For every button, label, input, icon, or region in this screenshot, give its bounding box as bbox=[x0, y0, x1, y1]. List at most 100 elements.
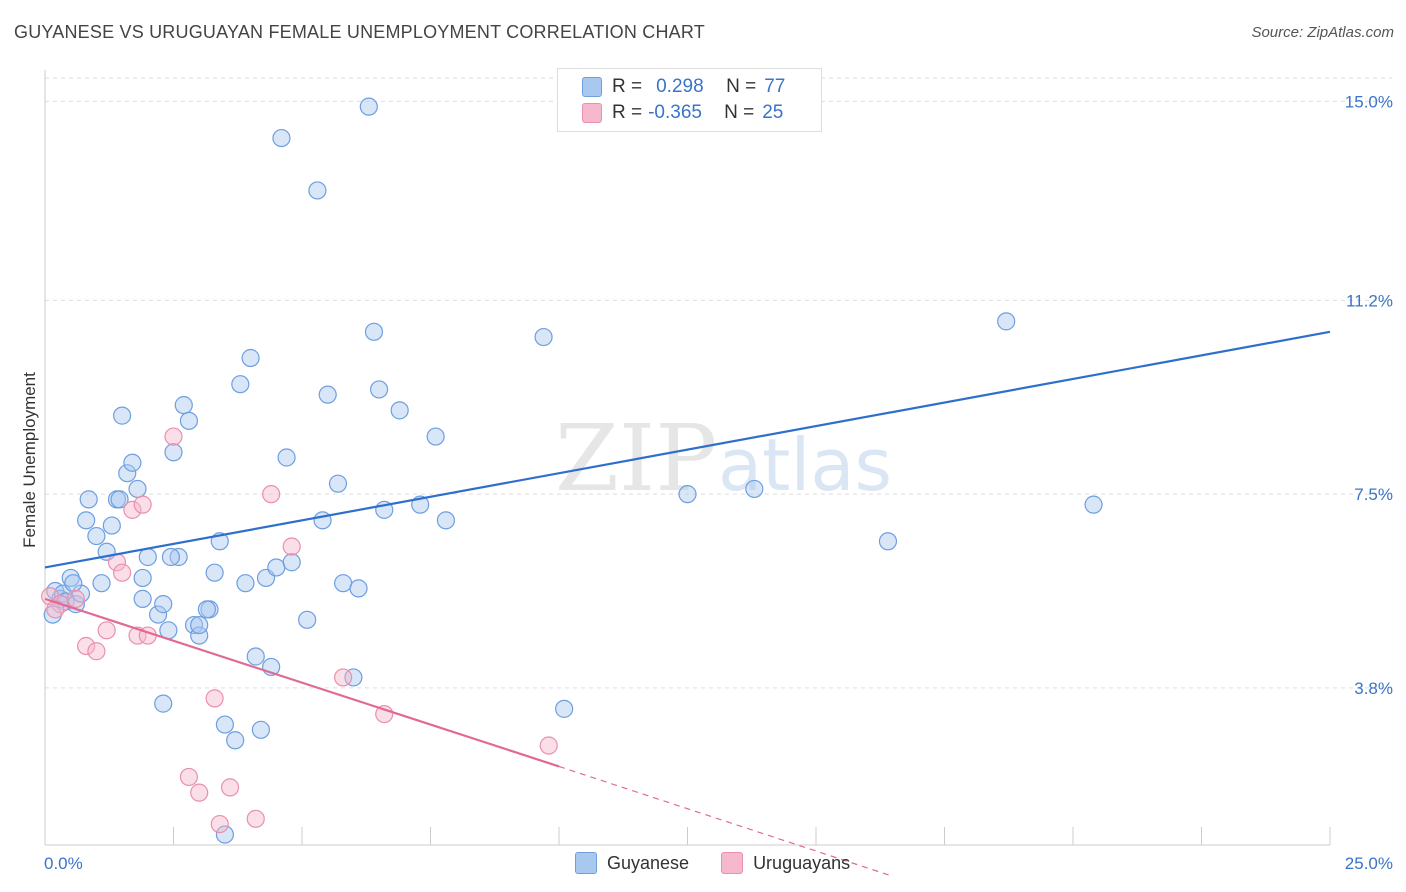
guyanese-point bbox=[678, 485, 697, 504]
guyanese-point bbox=[174, 396, 193, 415]
n-value: 25 bbox=[762, 102, 784, 123]
guyanese-point bbox=[426, 427, 445, 446]
guyanese-point bbox=[169, 547, 188, 567]
guyanese-point bbox=[344, 668, 363, 687]
guyanese-point bbox=[318, 385, 337, 404]
guyanese-swatch bbox=[582, 77, 602, 97]
guyanese-point bbox=[328, 474, 348, 493]
guyanese-point bbox=[133, 568, 152, 588]
guyanese-point bbox=[251, 720, 270, 739]
uruguayan-point bbox=[539, 736, 558, 755]
guyanese-point bbox=[64, 574, 83, 593]
legend-item-uruguayans: Uruguayans bbox=[721, 852, 850, 874]
uruguayan-trend-line bbox=[44, 597, 560, 768]
uruguayan-point bbox=[77, 636, 96, 656]
guyanese-point bbox=[79, 490, 98, 509]
guyanese-point bbox=[267, 558, 286, 577]
legend-row-uruguayans: R = -0.365 N = 25 bbox=[582, 101, 783, 125]
uruguayan-point bbox=[190, 783, 209, 802]
guyanese-point bbox=[745, 479, 764, 499]
uruguayan-point bbox=[87, 642, 106, 661]
series-legend: Guyanese Uruguayans bbox=[575, 852, 882, 874]
r-value: 0.298 bbox=[656, 76, 704, 97]
guyanese-point bbox=[148, 605, 168, 624]
guyanese-point bbox=[436, 511, 456, 530]
guyanese-point bbox=[359, 97, 378, 116]
uruguayan-point bbox=[179, 767, 199, 787]
guyanese-point bbox=[123, 453, 142, 472]
guyanese-point bbox=[112, 406, 132, 425]
legend-row-guyanese: R = 0.298 N = 77 bbox=[582, 75, 785, 99]
uruguayans-swatch bbox=[582, 103, 602, 123]
x-tick-label-min: 0.0% bbox=[44, 854, 83, 873]
source-credit: Source: ZipAtlas.com bbox=[1251, 24, 1394, 41]
guyanese-point bbox=[118, 464, 137, 483]
n-label: N = bbox=[724, 102, 755, 123]
y-tick-label: 11.2% bbox=[1346, 291, 1393, 310]
guyanese-point bbox=[878, 532, 898, 551]
guyanese-swatch bbox=[575, 852, 597, 874]
guyanese-point bbox=[308, 181, 327, 200]
guyanese-point bbox=[77, 511, 96, 530]
guyanese-point bbox=[133, 589, 152, 608]
guyanese-point bbox=[241, 348, 260, 368]
y-tick-label: 15.0% bbox=[1345, 92, 1393, 111]
r-label: R = bbox=[612, 102, 643, 123]
guyanese-point bbox=[197, 600, 217, 619]
uruguayan-point bbox=[97, 621, 116, 640]
x-tick-label-max: 25.0% bbox=[1345, 854, 1393, 873]
uruguayan-point bbox=[164, 427, 183, 446]
guyanese-point bbox=[272, 128, 291, 148]
uruguayan-point bbox=[46, 600, 65, 619]
uruguayan-point bbox=[220, 778, 240, 797]
guyanese-point bbox=[110, 490, 129, 509]
guyanese-point bbox=[534, 327, 553, 347]
guyanese-point bbox=[87, 526, 106, 546]
guyanese-trend-line bbox=[44, 330, 1331, 569]
guyanese-point bbox=[282, 553, 301, 572]
guyanese-point bbox=[370, 380, 389, 399]
guyanese-point bbox=[997, 312, 1016, 331]
correlation-legend: R = 0.298 N = 77 R = -0.365 N = 25 bbox=[557, 68, 822, 132]
guyanese-point bbox=[390, 401, 409, 420]
guyanese-point bbox=[349, 579, 368, 598]
guyanese-point bbox=[190, 626, 209, 645]
uruguayan-point bbox=[133, 495, 152, 514]
r-label: R = bbox=[612, 76, 643, 97]
guyanese-point bbox=[231, 375, 250, 394]
y-tick-label: 3.8% bbox=[1354, 679, 1393, 698]
guyanese-point bbox=[215, 715, 234, 734]
guyanese-point bbox=[226, 731, 245, 750]
guyanese-point bbox=[215, 825, 234, 844]
n-label: N = bbox=[726, 76, 757, 97]
n-value: 77 bbox=[764, 76, 786, 97]
y-tick-label: 7.5% bbox=[1354, 485, 1393, 504]
guyanese-point bbox=[334, 574, 353, 593]
uruguayan-point bbox=[262, 485, 281, 504]
uruguayan-point bbox=[123, 500, 142, 519]
guyanese-point bbox=[164, 443, 183, 462]
guyanese-point bbox=[205, 563, 224, 582]
uruguayan-trend-line-extension bbox=[558, 765, 894, 877]
uruguayan-point bbox=[282, 537, 301, 556]
uruguayan-point bbox=[205, 689, 224, 708]
legend-item-guyanese: Guyanese bbox=[575, 852, 689, 874]
guyanese-point bbox=[184, 615, 204, 635]
guyanese-point bbox=[154, 595, 173, 614]
guyanese-point bbox=[277, 448, 296, 467]
guyanese-point bbox=[190, 615, 209, 635]
uruguayans-swatch bbox=[721, 852, 744, 874]
guyanese-point bbox=[364, 322, 384, 341]
guyanese-point bbox=[298, 610, 317, 629]
guyanese-point bbox=[1084, 495, 1103, 514]
guyanese-point bbox=[154, 694, 173, 713]
legend-label: Guyanese bbox=[607, 852, 690, 873]
guyanese-point bbox=[246, 647, 265, 666]
uruguayan-point bbox=[210, 814, 229, 834]
uruguayan-point bbox=[246, 809, 265, 828]
guyanese-point bbox=[161, 547, 181, 567]
guyanese-point bbox=[92, 574, 111, 593]
uruguayan-point bbox=[66, 589, 85, 608]
guyanese-point bbox=[128, 479, 147, 499]
